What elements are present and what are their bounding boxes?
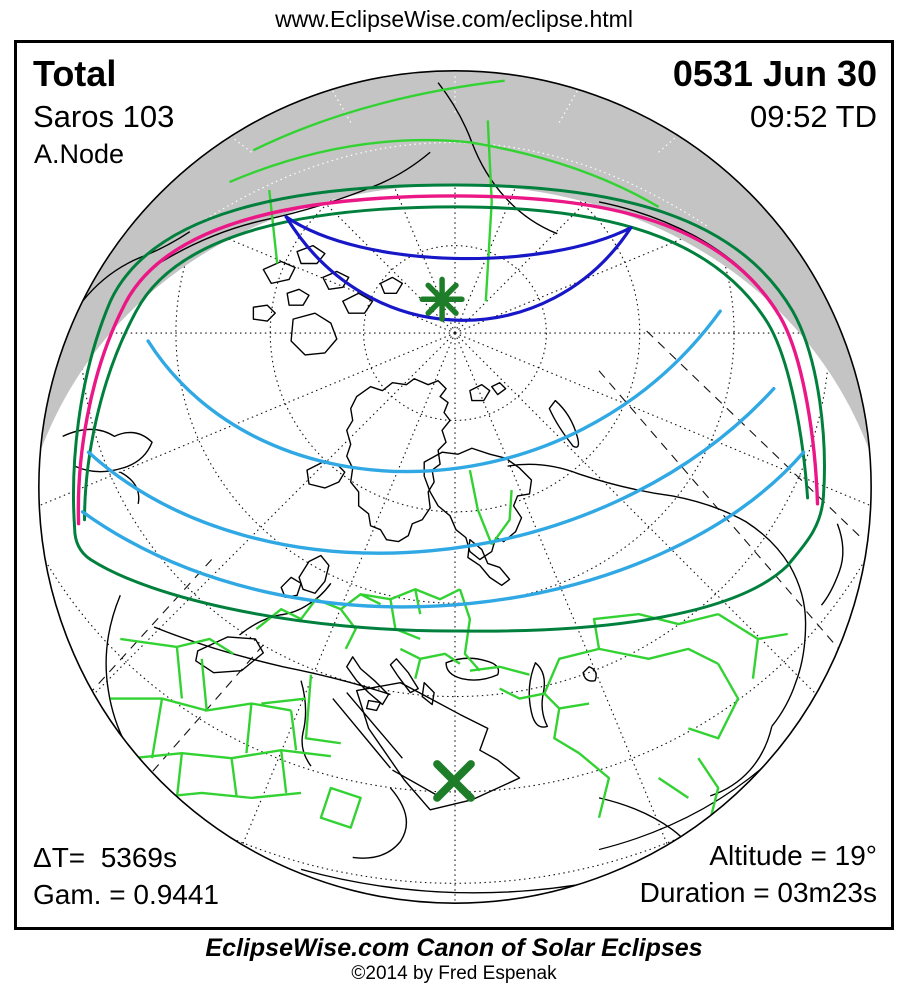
duration-label: Duration = 03m23s (639, 877, 877, 908)
altitude-label: Altitude = 19° (709, 840, 877, 871)
coastline-black-sea (445, 657, 500, 681)
coastline-north-africa (153, 626, 391, 696)
footer-copyright: ©2014 by Fred Espenak (351, 963, 557, 984)
coastline-west-europe (239, 582, 332, 636)
coastline-iberia (195, 636, 265, 674)
coastline-horn-africa (352, 787, 408, 859)
border-central-asia (543, 612, 788, 740)
coastline-chukotka (437, 82, 558, 235)
coastline-arabia (355, 681, 521, 811)
night-shading (38, 70, 872, 456)
coastline-kamchatka (820, 523, 844, 606)
penumbra-limit-outer (72, 183, 826, 633)
border-arctic-arcs (229, 79, 660, 208)
border-africa (110, 637, 362, 829)
eclipse-time-label: 09:52 TD (750, 99, 877, 134)
obscuration-contour-1 (146, 309, 722, 474)
coastline-greenland (346, 378, 451, 543)
totality-path (284, 215, 633, 322)
coastline-sicily (365, 699, 382, 712)
obscuration-contour-3 (80, 450, 806, 609)
coastline-aral (582, 666, 597, 682)
country-borders (110, 79, 788, 829)
coastline-greece (421, 681, 435, 706)
sunrise-sunset-limit (76, 194, 820, 526)
footer-title: EclipseWise.com Canon of Solar Eclipses (205, 934, 703, 962)
coastline-russia-arctic (507, 463, 791, 566)
coastline-arctic-america (161, 151, 431, 263)
coastline-novaya-zemlya (548, 399, 580, 448)
obscuration-contour-2 (86, 386, 776, 555)
coastline-scandinavia (423, 447, 533, 561)
eclipse-globe-map (38, 70, 872, 904)
eclipse-date-label: 0531 Jun 30 (672, 53, 877, 94)
totality-south-limit (284, 215, 633, 322)
coastline-east-asia (771, 565, 807, 727)
node-label: A.Node (34, 139, 125, 169)
globe-limb (38, 70, 872, 904)
coastline-italy (346, 656, 390, 706)
gamma-label: Gam. = 0.9441 (33, 879, 220, 910)
subsolar-point-marker (433, 760, 475, 802)
delta-t-label: ΔT= 5369s (33, 842, 178, 873)
header-url[interactable]: www.EclipseWise.com/eclipse.html (275, 6, 633, 32)
saros-label: Saros 103 (33, 99, 175, 134)
border-scandinavia (468, 469, 513, 546)
obscuration-contours (80, 309, 806, 609)
greatest-eclipse-marker (419, 276, 465, 322)
coastline-labrador (62, 428, 153, 505)
coastlines (62, 82, 844, 900)
coastline-alaska (82, 231, 191, 302)
coastline-baltic (467, 538, 511, 587)
coastline-britain (298, 554, 330, 594)
coastline-se-asia (710, 726, 773, 797)
penumbra-limit-inner (83, 205, 810, 522)
coastline-adriatic (389, 658, 419, 694)
coastline-nile (300, 680, 312, 767)
eclipse-type-label: Total (33, 53, 117, 94)
totality-north-limit (284, 215, 633, 261)
map-frame: Total Saros 103 A.Node 0531 Jun 30 09:52… (14, 40, 894, 930)
